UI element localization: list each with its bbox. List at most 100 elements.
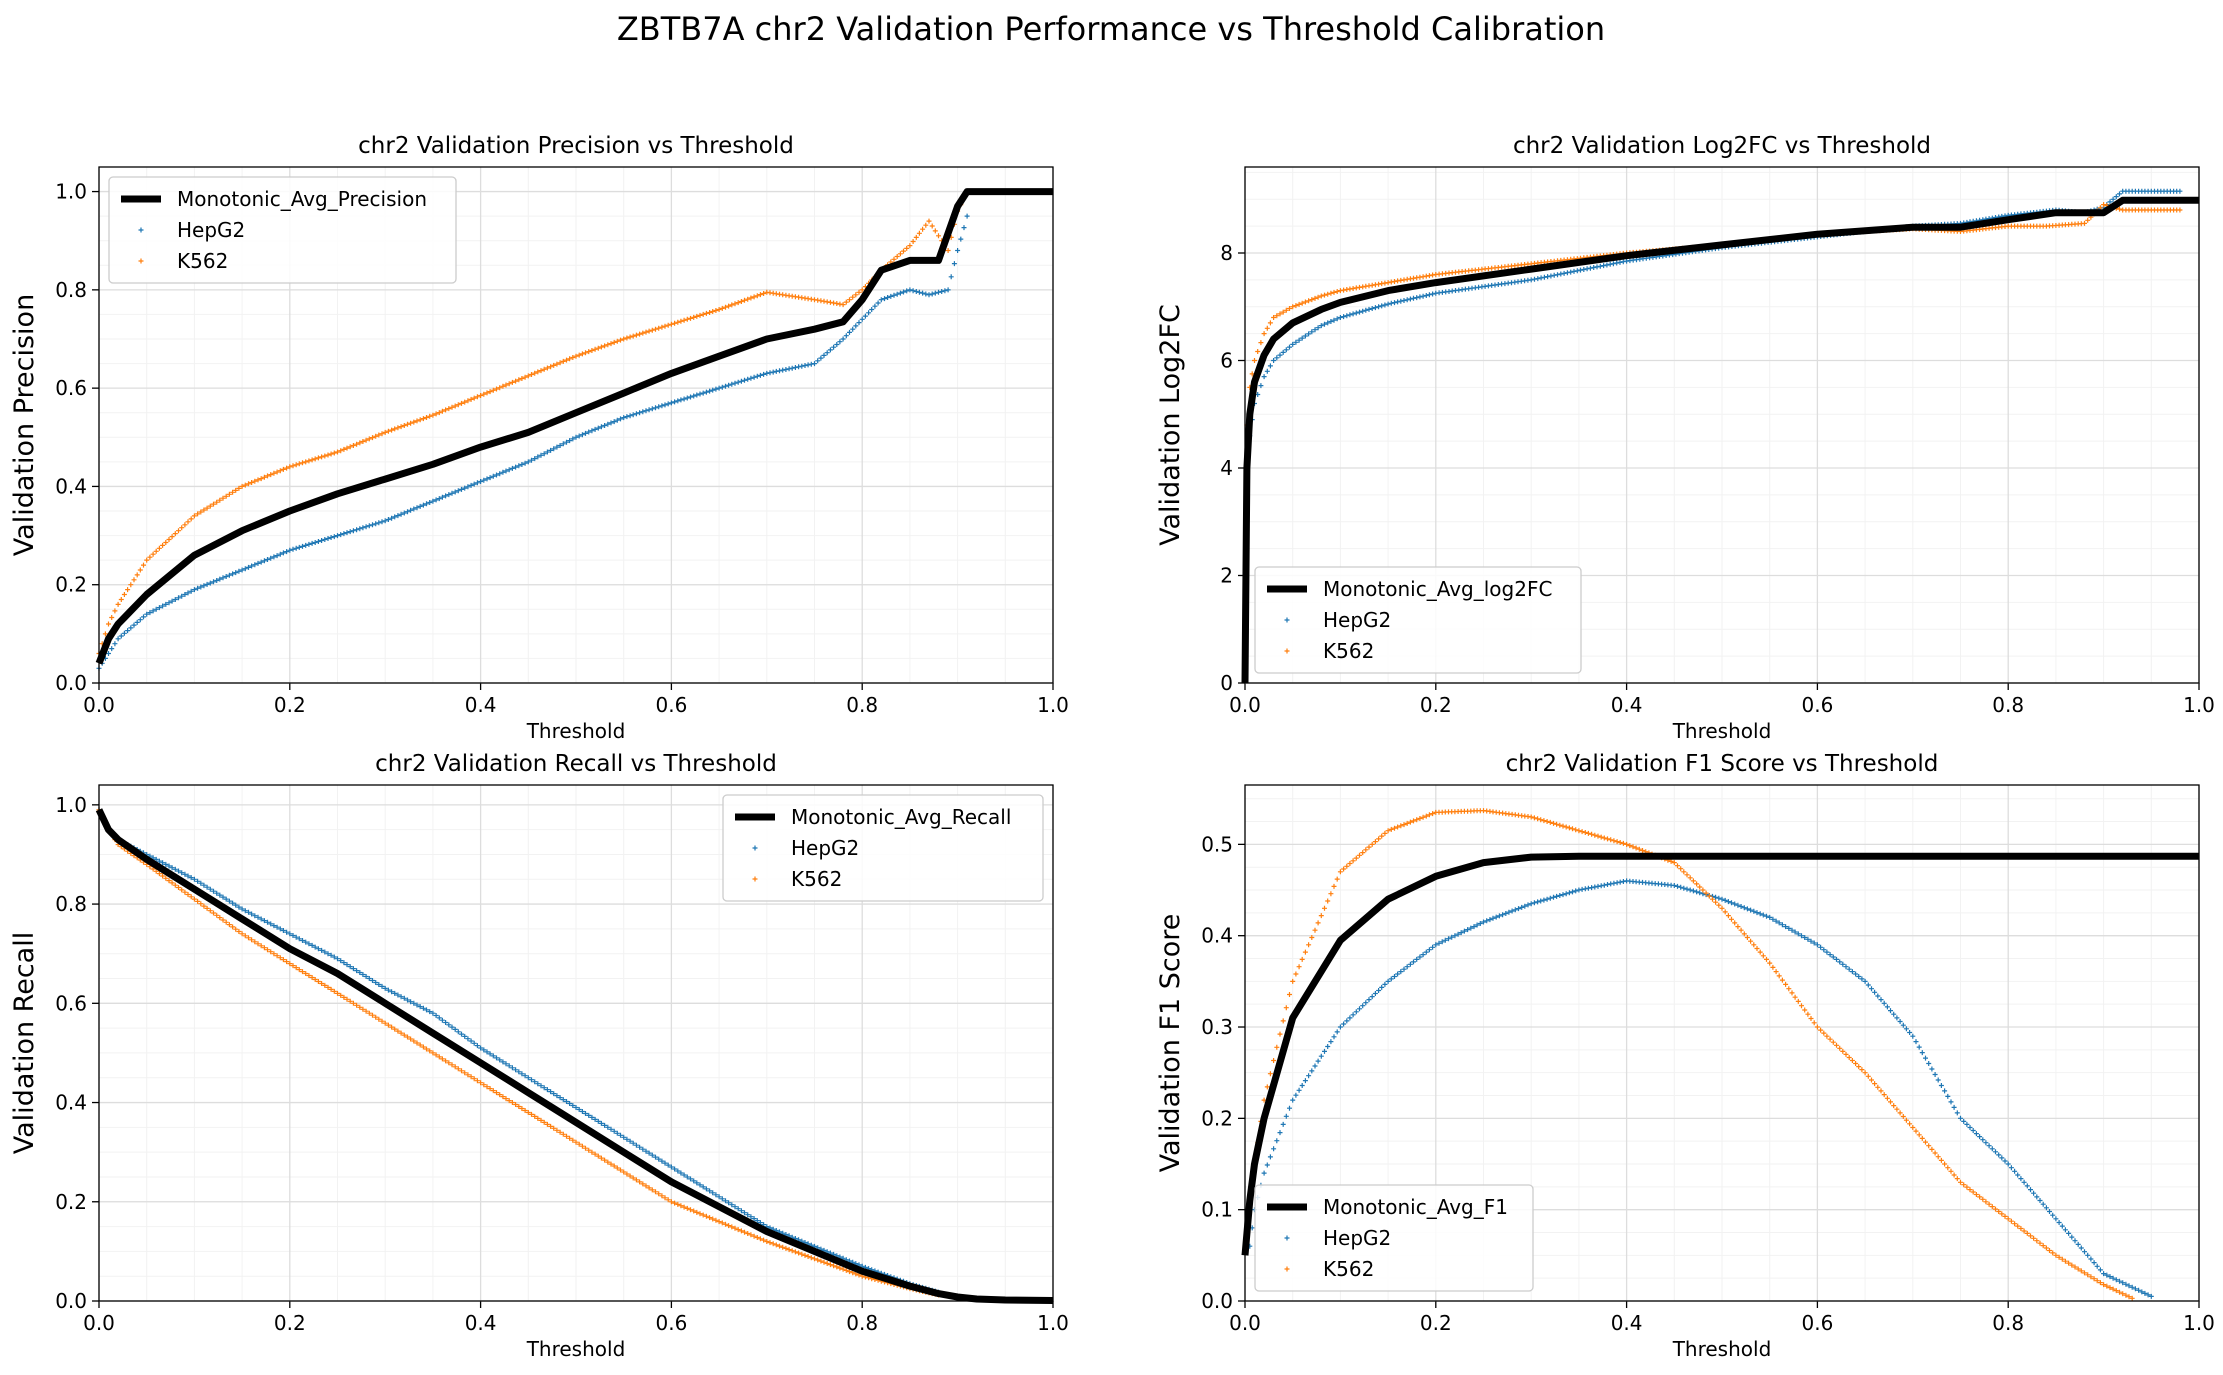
precision-k562-point [163, 540, 169, 545]
precision-hepg2-point [742, 377, 747, 383]
f1-k562-point [2028, 1233, 2033, 1239]
f1-k562-point [2005, 1216, 2011, 1222]
recall-hepg2-point [395, 992, 401, 998]
precision-hepg2-point [751, 374, 757, 380]
precision-k562-point [532, 370, 538, 376]
f1-k562-point [1789, 990, 1795, 996]
recall-hepg2-point [751, 1216, 757, 1222]
f1-hepg2-point [2132, 1286, 2138, 1292]
precision-hepg2-point [700, 390, 706, 396]
f1-hepg2-point [1353, 1009, 1359, 1015]
recall-k562-point [611, 1163, 617, 1169]
precision-k562-point [630, 333, 636, 339]
recall-k562-point [350, 1000, 356, 1006]
precision-k562-point [319, 454, 325, 460]
recall-k562-point [411, 1038, 417, 1044]
precision-k562-point [347, 444, 353, 450]
precision-hepg2-point [592, 426, 598, 432]
log2fc-k562-point [1264, 325, 1270, 331]
recall-k562-point [242, 933, 248, 939]
recall-k562-point [624, 1171, 630, 1177]
recall-hepg2-point [719, 1196, 725, 1202]
precision-k562-point [850, 294, 856, 300]
precision-hepg2-point [156, 605, 162, 611]
f1-k562-point [1360, 850, 1366, 856]
log2fc-k562-point [2117, 206, 2122, 212]
recall-hepg2-point [268, 921, 274, 927]
recall-k562-point [204, 905, 210, 911]
recall-hepg2-point [481, 1047, 487, 1053]
precision-k562-point [350, 443, 356, 448]
f1-hepg2-point [2024, 1183, 2030, 1189]
precision-xtick-label: 0.8 [846, 693, 878, 717]
recall-hepg2-point [287, 931, 293, 937]
f1-k562-point [1363, 847, 1369, 853]
log2fc-k562-point [1315, 294, 1321, 300]
precision-hepg2-point [945, 287, 951, 293]
f1-k562-point [2107, 1285, 2113, 1291]
recall-k562-point [191, 896, 197, 902]
recall-k562-point [443, 1058, 449, 1064]
precision-hepg2-point [347, 529, 353, 535]
log2fc-xtick-label: 0.6 [1801, 693, 1833, 717]
f1-hepg2-point [1773, 918, 1779, 924]
f1-k562-point [1290, 978, 1296, 984]
recall-hepg2-point [360, 972, 366, 977]
f1-k562-point [2031, 1235, 2037, 1241]
f1-k562-point [1859, 1067, 1865, 1073]
f1-k562-point [1404, 820, 1410, 826]
precision-k562-point [376, 432, 382, 438]
recall-hepg2-point [344, 962, 350, 968]
log2fc-legend-box [1254, 566, 1582, 674]
recall-k562-point [573, 1139, 579, 1145]
precision-hepg2-point [319, 538, 325, 543]
f1-hepg2-point [1325, 1044, 1331, 1049]
f1-k562-point [1767, 960, 1773, 966]
precision-hepg2-point [160, 603, 166, 609]
f1-k562-point [1878, 1088, 1884, 1094]
f1-hepg2-point [1290, 1097, 1296, 1103]
precision-hepg2-point [942, 288, 948, 294]
recall-xtick-label: 0.0 [83, 1311, 115, 1335]
recall-k562-point [319, 981, 325, 986]
precision-hepg2-point [169, 598, 175, 604]
f1-hepg2-point [2139, 1289, 2145, 1295]
f1-hepg2-point [1274, 1138, 1280, 1144]
log2fc-monotonic-avg-log2fc-line [1241, 196, 2199, 684]
recall-k562-point [513, 1102, 519, 1107]
precision-k562-point [125, 587, 131, 593]
f1-k562-point [2053, 1252, 2059, 1258]
precision-hepg2-point [723, 383, 728, 389]
recall-legend-point-marker [752, 845, 758, 851]
f1-hepg2-point [1697, 890, 1703, 896]
precision-k562-point [592, 346, 598, 352]
recall-hepg2-point [522, 1073, 528, 1079]
log2fc-k562-point [1334, 289, 1340, 294]
precision-hepg2-point [255, 560, 261, 566]
precision-hepg2-point [668, 400, 674, 406]
f1-hepg2-point [1776, 920, 1782, 926]
log2fc-hepg2-point [2107, 199, 2113, 205]
f1-hepg2-point [1458, 930, 1464, 936]
precision-k562-point [338, 448, 344, 454]
precision-xtick-label: 0.2 [274, 693, 306, 717]
precision-k562-point [659, 324, 665, 330]
log2fc-k562-point [1290, 304, 1296, 310]
recall-k562-point [217, 915, 223, 921]
precision-hepg2-point [573, 434, 579, 440]
f1-k562-point [1869, 1077, 1874, 1083]
f1-k562-point [1786, 986, 1792, 992]
recall-k562-point [618, 1167, 623, 1173]
precision-hepg2-point [430, 498, 436, 504]
precision-k562-point [268, 472, 274, 478]
f1-hepg2-point [1461, 928, 1467, 934]
f1-hepg2-point [2117, 1278, 2122, 1284]
log2fc-title: chr2 Validation Log2FC vs Threshold [1513, 133, 1931, 159]
f1-hepg2-point [1973, 1131, 1979, 1137]
recall-hepg2-point [325, 951, 331, 957]
precision-hepg2-point [115, 636, 121, 642]
recall-k562-point [484, 1084, 490, 1090]
log2fc-hepg2-point [1597, 263, 1603, 269]
recall-hepg2-point [319, 947, 325, 953]
recall-legend-label: Monotonic_Avg_Recall [791, 805, 1011, 829]
